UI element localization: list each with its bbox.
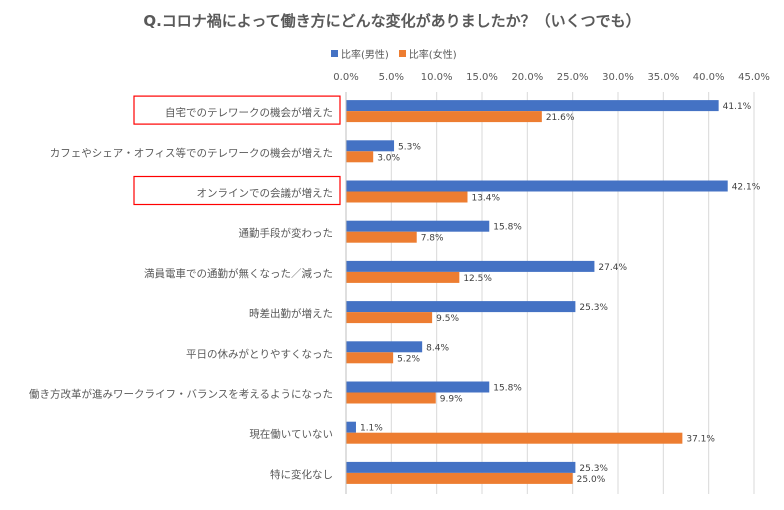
legend-label-female: 比率(女性) <box>408 50 457 61</box>
data-label: 5.2% <box>397 354 420 364</box>
data-label: 27.4% <box>598 263 627 273</box>
data-label: 41.1% <box>723 102 752 112</box>
bar-female <box>346 472 573 484</box>
x-tick-label: 0.0% <box>333 72 358 83</box>
x-tick-label: 45.0% <box>738 72 770 83</box>
data-label: 25.3% <box>579 464 608 474</box>
highlight-box <box>133 95 341 125</box>
x-tick-label: 25.0% <box>557 72 589 83</box>
x-tick-label: 35.0% <box>647 72 679 83</box>
category-label: 時差出勤が増えた <box>249 307 333 320</box>
bar-female <box>346 231 417 243</box>
legend-label-male: 比率(男性) <box>341 50 389 61</box>
bar-male <box>346 381 490 393</box>
bar-female <box>346 352 394 364</box>
bar-female <box>346 392 436 404</box>
bar-female <box>346 111 542 123</box>
data-label: 1.1% <box>360 424 383 434</box>
x-tick-label: 5.0% <box>379 72 404 83</box>
legend-item-female: 比率(女性) <box>398 46 457 61</box>
bar-female <box>346 312 433 324</box>
chart-title: Q.コロナ禍によって働き方にどんな変化がありましたか？（いくつでも） <box>143 12 641 30</box>
bar-female <box>346 432 683 444</box>
data-label: 7.8% <box>421 234 444 244</box>
category-label: 通勤手段が変わった <box>239 227 334 240</box>
data-label: 15.8% <box>493 223 522 233</box>
bar-male <box>346 421 356 433</box>
legend-swatch-female <box>398 50 406 57</box>
category-label: 満員電車での通勤が無くなった／減った <box>144 267 333 280</box>
category-label: 自宅でのテレワークの機会が増えた <box>165 106 333 119</box>
bar-male <box>346 260 595 272</box>
data-label: 12.5% <box>463 274 492 284</box>
bar-male <box>346 180 728 192</box>
data-label: 25.0% <box>577 475 606 485</box>
x-tick-label: 30.0% <box>602 72 634 83</box>
bar-male <box>346 341 423 353</box>
category-label: 現在働いていない <box>249 428 333 441</box>
x-tick-label: 40.0% <box>693 72 725 83</box>
category-label: 働き方改革が進みワークライフ・バランスを考えるようになった <box>29 388 333 401</box>
data-label: 37.1% <box>686 435 715 445</box>
data-label: 42.1% <box>732 183 761 193</box>
category-label: オンラインでの会議が増えた <box>197 187 334 200</box>
bar-male <box>346 301 576 313</box>
bar-female <box>346 151 374 163</box>
bar-female <box>346 191 468 203</box>
bar-male <box>346 140 395 152</box>
bar-female <box>346 271 460 283</box>
data-label: 15.8% <box>493 384 522 394</box>
data-label: 25.3% <box>579 303 608 313</box>
category-label: 平日の休みがとりやすくなった <box>186 347 333 360</box>
bar-male <box>346 100 719 112</box>
x-tick-label: 10.0% <box>421 72 453 83</box>
category-label: カフェやシェア・オフィス等でのテレワークの機会が増えた <box>50 146 333 159</box>
data-label: 8.4% <box>426 343 449 353</box>
x-tick-label: 15.0% <box>466 72 498 83</box>
data-label: 21.6% <box>546 113 575 123</box>
data-label: 9.9% <box>440 395 463 405</box>
highlight-box <box>133 175 341 206</box>
data-label: 5.3% <box>398 142 421 152</box>
legend: 比率(男性) 比率(女性) <box>331 46 457 61</box>
category-label: 特に変化なし <box>270 468 333 481</box>
bar-male <box>346 220 490 232</box>
data-label: 9.5% <box>436 314 459 324</box>
data-label: 13.4% <box>471 194 500 204</box>
legend-item-male: 比率(男性) <box>331 46 389 61</box>
data-label: 3.0% <box>377 153 400 163</box>
bar-male <box>346 461 576 473</box>
legend-swatch-male <box>331 50 338 57</box>
x-tick-label: 20.0% <box>511 72 543 83</box>
